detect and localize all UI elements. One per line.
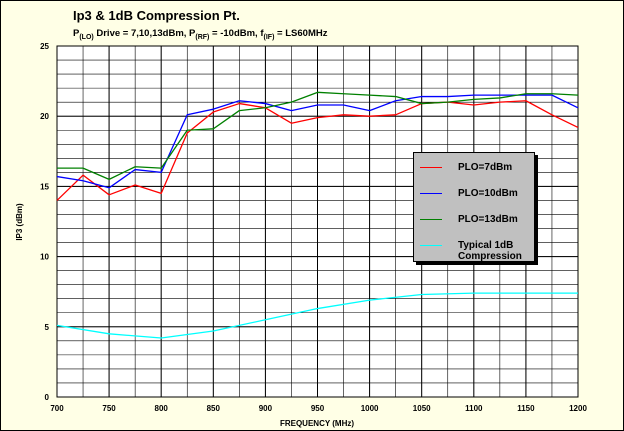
subtitle-text: Drive = 7,10,13dBm, P [94,28,196,39]
chart-subtitle: P(LO) Drive = 7,10,13dBm, P(RF) = -10dBm… [73,28,328,41]
legend-swatch [420,193,442,194]
subtitle-text: = LS60MHz [274,28,327,39]
x-tick-label: 1150 [517,404,535,413]
x-axis-label: FREQUENCY (MHz) [280,419,354,428]
y-tick-label: 25 [40,42,49,51]
series-line [57,91,579,181]
x-tick-label: 800 [155,404,169,413]
series-line [56,100,579,201]
legend-swatch [420,219,442,220]
subtitle-subscript: (RF) [195,34,209,41]
x-tick-label: 1100 [465,404,483,413]
subtitle-text: P [73,28,80,39]
legend-label: Typical 1dB Compression [458,240,522,261]
x-tick-label: 1200 [569,404,587,413]
x-tick-label: 750 [102,404,116,413]
legend-item: PLO=13dBm [418,213,532,235]
plot-border [56,45,579,398]
y-tick-label: 5 [45,323,50,332]
legend-swatch [420,167,442,168]
y-axis-label: IP3 (dBm) [15,203,24,241]
legend-label: PLO=7dBm [458,162,513,173]
x-tick-label: 1050 [413,404,431,413]
subtitle-subscript: (IF) [264,34,275,41]
legend-label: PLO=10dBm [458,188,518,199]
chart-title: Ip3 & 1dB Compression Pt. [73,8,240,23]
subtitle-text: = -10dBm, f [209,28,264,39]
x-tick-label: 1000 [361,404,379,413]
series-line [56,94,579,189]
series-line [56,292,578,339]
x-tick-label: 950 [311,404,325,413]
legend-item: PLO=7dBm [418,161,532,183]
y-tick-label: 15 [40,182,49,191]
legend: PLO=7dBm PLO=10dBm PLO=13dBm Typical 1dB Co… [413,152,535,262]
y-tick-label: 0 [45,393,50,402]
legend-label: PLO=13dBm [458,214,518,225]
legend-item: PLO=10dBm [418,187,532,209]
x-tick-label: 900 [259,404,273,413]
subtitle-subscript: (LO) [79,34,93,41]
legend-item: Typical 1dB Compression [418,239,532,261]
legend-swatch [420,245,442,246]
y-tick-label: 10 [40,253,49,262]
x-tick-label: 850 [207,404,221,413]
y-tick-label: 20 [40,112,49,121]
x-tick-label: 700 [50,404,64,413]
